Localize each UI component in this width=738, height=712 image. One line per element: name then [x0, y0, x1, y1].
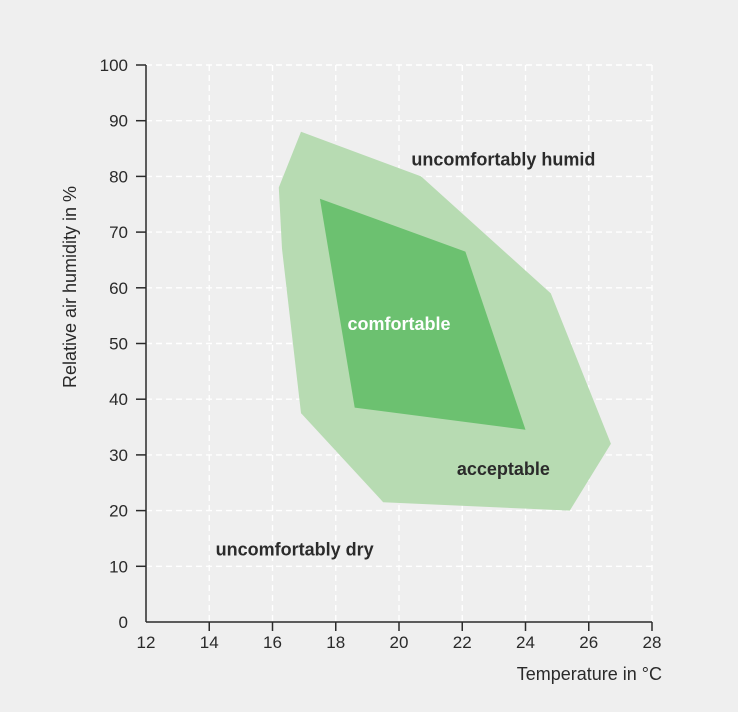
comfort-regions	[278, 131, 611, 511]
region-labels: uncomfortably humid comfortable acceptable…	[216, 150, 596, 560]
x-tick-label: 20	[390, 633, 409, 652]
y-tick-label: 0	[119, 613, 128, 632]
x-tick-label: 28	[643, 633, 662, 652]
region-label-uncomfortably-dry: uncomfortably dry	[216, 540, 374, 560]
y-tick-label: 40	[109, 390, 128, 409]
y-tick-label: 20	[109, 502, 128, 521]
y-tick-label: 30	[109, 446, 128, 465]
region-label-acceptable: acceptable	[457, 459, 550, 479]
x-tick-label: 14	[200, 633, 219, 652]
y-tick-label: 90	[109, 112, 128, 131]
x-tick-label: 16	[263, 633, 282, 652]
y-tick-label: 100	[100, 56, 128, 75]
tick-labels: 0 10 20 30 40 50 60 70 80 90 100 12 14 16 18 20 22 24 26 28	[100, 56, 662, 652]
y-tick-label: 60	[109, 279, 128, 298]
x-tick-label: 18	[326, 633, 345, 652]
x-axis-title: Temperature in °C	[517, 664, 662, 684]
y-axis-title: Relative air humidity in %	[60, 186, 80, 388]
y-tick-label: 10	[109, 557, 128, 576]
region-label-comfortable: comfortable	[347, 314, 450, 334]
y-tick-label: 50	[109, 335, 128, 354]
y-tick-label: 80	[109, 167, 128, 186]
region-comfortable	[319, 198, 526, 430]
x-tick-label: 24	[516, 633, 535, 652]
x-tick-label: 12	[137, 633, 156, 652]
region-label-uncomfortably-humid: uncomfortably humid	[411, 150, 595, 170]
x-tick-label: 26	[579, 633, 598, 652]
x-tick-label: 22	[453, 633, 472, 652]
y-tick-label: 70	[109, 223, 128, 242]
